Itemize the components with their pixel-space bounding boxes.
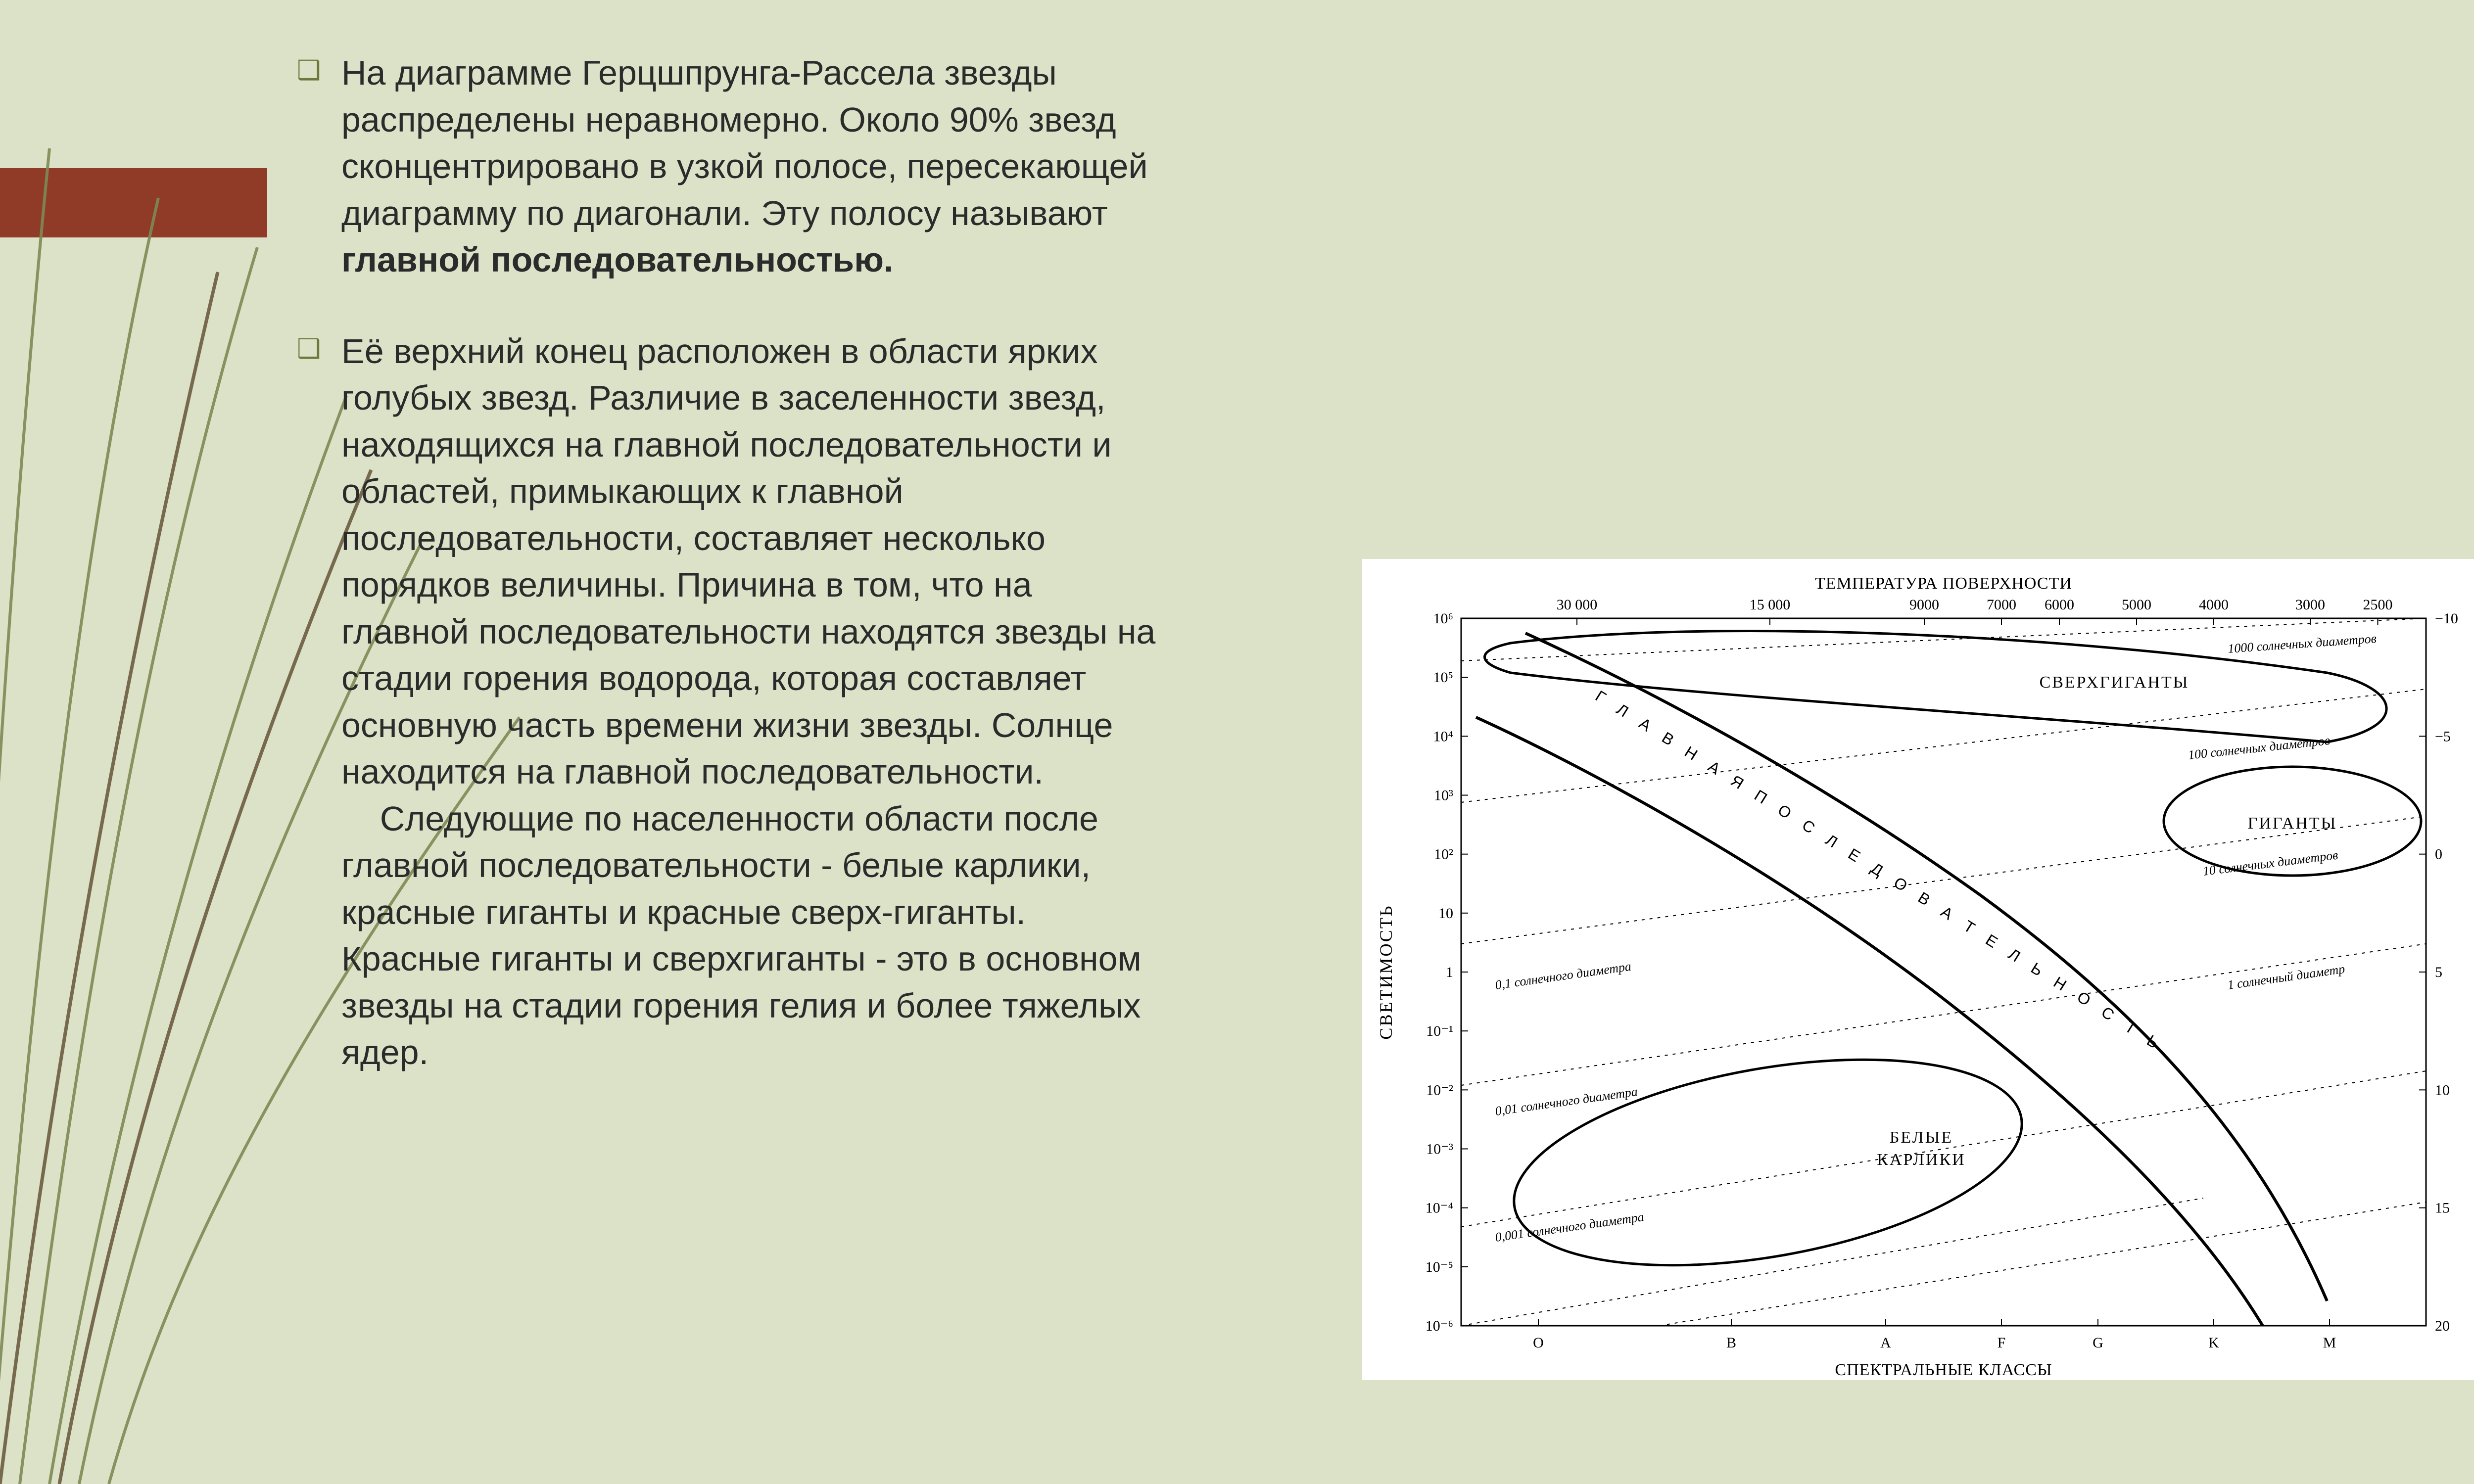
white-dwarfs-label-2: КАРЛИКИ (1877, 1151, 1965, 1169)
svg-text:20: 20 (2435, 1318, 2450, 1334)
svg-text:10⁻²: 10⁻² (1426, 1082, 1453, 1098)
bullet-1-text-pre: На диаграмме Герцшпрунга-Рассела звезды … (341, 53, 1148, 232)
svg-text:B: B (1726, 1335, 1736, 1351)
svg-text:10⁵: 10⁵ (1433, 669, 1453, 686)
hr-diagram: ТЕМПЕРАТУРА ПОВЕРХНОСТИ СПЕКТРАЛЬНЫЕ КЛА… (1362, 559, 2474, 1380)
diagram-title-top: ТЕМПЕРАТУРА ПОВЕРХНОСТИ (1815, 574, 2072, 593)
svg-text:15: 15 (2435, 1200, 2450, 1216)
accent-bar (0, 168, 267, 237)
svg-text:15 000: 15 000 (1750, 597, 1791, 613)
svg-text:F: F (1998, 1335, 2006, 1351)
svg-text:6000: 6000 (2045, 597, 2074, 613)
bullet-2-text: Её верхний конец расположен в области яр… (341, 332, 1165, 1072)
diagram-ylabel-left: СВЕТИМОСТЬ (1376, 904, 1396, 1039)
svg-text:K: K (2208, 1335, 2219, 1351)
svg-text:10: 10 (1438, 905, 1453, 922)
svg-text:1: 1 (1446, 964, 1453, 980)
svg-text:10⁶: 10⁶ (1433, 610, 1453, 627)
svg-text:10³: 10³ (1434, 788, 1453, 804)
svg-text:G: G (2093, 1335, 2103, 1351)
svg-text:10⁻⁵: 10⁻⁵ (1426, 1259, 1453, 1275)
supergiants-label: СВЕРХГИГАНТЫ (2040, 673, 2189, 692)
svg-text:5: 5 (2435, 964, 2442, 980)
bullet-1-text-bold: главной последовательностью. (341, 240, 893, 279)
svg-text:O: O (1533, 1335, 1544, 1351)
svg-text:2500: 2500 (2363, 597, 2393, 613)
svg-text:5000: 5000 (2122, 597, 2151, 613)
svg-text:10⁻³: 10⁻³ (1426, 1141, 1453, 1158)
giants-label: ГИГАНТЫ (2248, 814, 2337, 833)
svg-text:−5: −5 (2435, 728, 2451, 744)
svg-text:10⁻⁴: 10⁻⁴ (1426, 1200, 1453, 1216)
svg-text:−10: −10 (2435, 610, 2458, 627)
white-dwarfs-label-1: БЕЛЫЕ (1890, 1128, 1953, 1147)
svg-text:10⁻⁶: 10⁻⁶ (1426, 1318, 1453, 1334)
svg-text:10: 10 (2435, 1082, 2450, 1098)
svg-text:3000: 3000 (2295, 597, 2325, 613)
svg-text:7000: 7000 (1987, 597, 2016, 613)
svg-text:9000: 9000 (1909, 597, 1939, 613)
svg-text:0: 0 (2435, 846, 2442, 863)
svg-text:A: A (1880, 1335, 1891, 1351)
svg-text:4000: 4000 (2199, 597, 2229, 613)
bullet-2: Её верхний конец расположен в области яр… (341, 328, 1168, 1076)
diagram-title-bottom: СПЕКТРАЛЬНЫЕ КЛАССЫ (1835, 1361, 2052, 1379)
svg-text:10⁻¹: 10⁻¹ (1426, 1023, 1453, 1039)
text-block: На диаграмме Герцшпрунга-Рассела звезды … (341, 49, 1168, 1120)
svg-text:10⁴: 10⁴ (1433, 728, 1453, 744)
bullet-1: На диаграмме Герцшпрунга-Рассела звезды … (341, 49, 1168, 283)
svg-text:30 000: 30 000 (1557, 597, 1598, 613)
svg-text:M: M (2323, 1335, 2336, 1351)
svg-text:10²: 10² (1434, 846, 1453, 863)
